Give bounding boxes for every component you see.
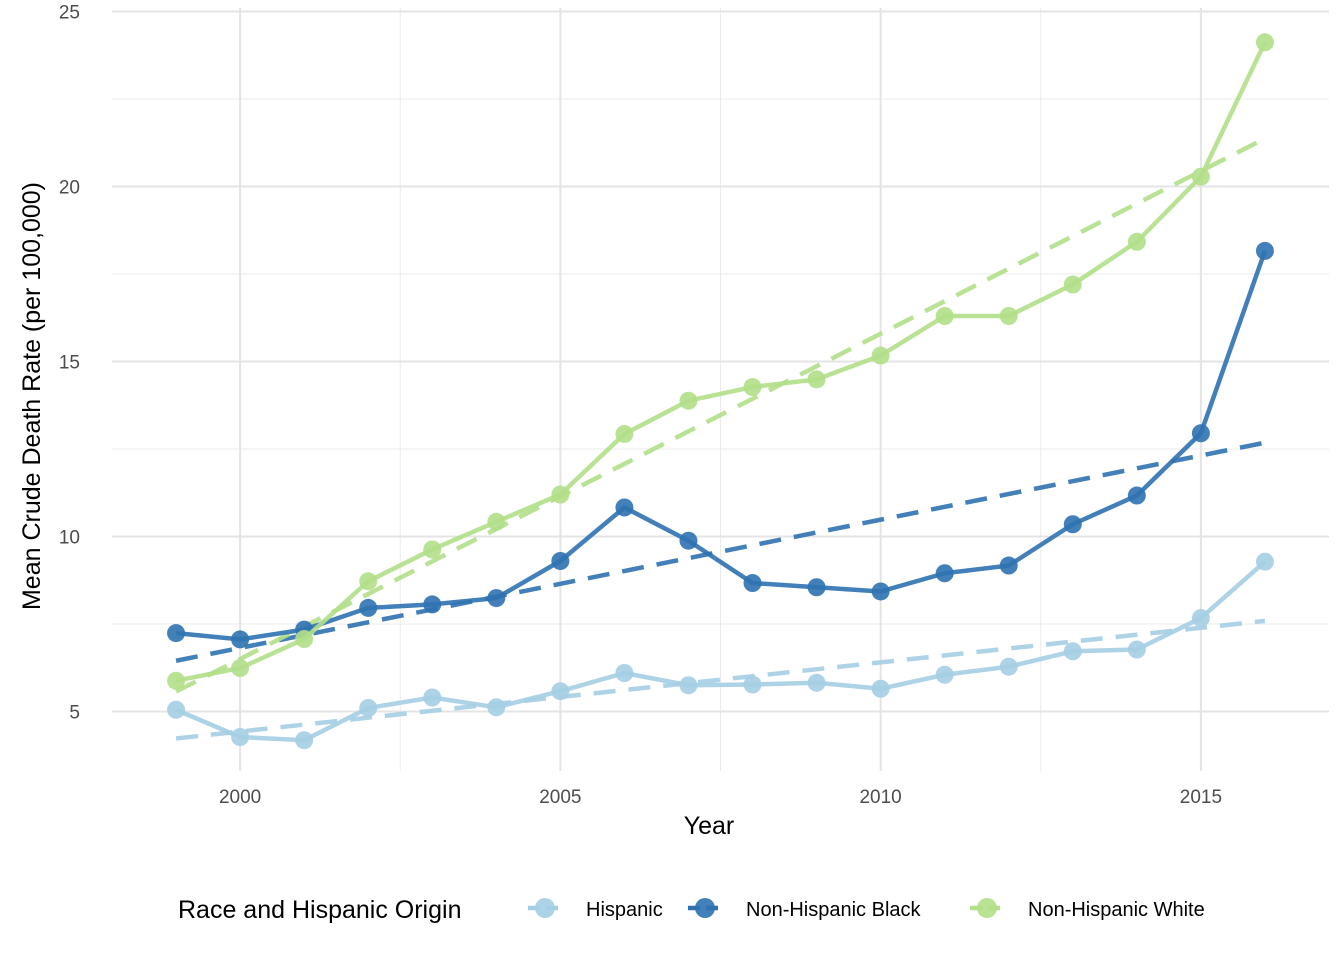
data-point	[743, 378, 762, 397]
data-point	[231, 728, 250, 747]
data-point	[1191, 424, 1210, 443]
data-point	[487, 589, 506, 608]
trend-line	[175, 440, 1266, 663]
data-point	[487, 512, 506, 531]
x-tick-label: 2015	[1180, 787, 1222, 808]
data-point	[807, 673, 826, 692]
data-point	[423, 688, 442, 707]
data-point	[1063, 642, 1082, 661]
data-point	[295, 731, 314, 750]
x-axis-title: Year	[684, 812, 735, 840]
y-axis-ticks: 5 10 15 20 25	[59, 3, 80, 724]
legend-label: Non-Hispanic Black	[746, 899, 922, 921]
data-point	[679, 676, 698, 695]
legend-items: Hispanic Non-Hispanic Black Non-Hispanic W…	[528, 898, 1205, 921]
x-tick-label: 2010	[859, 787, 901, 808]
data-point	[295, 630, 314, 649]
data-point	[679, 531, 698, 550]
data-point	[231, 659, 250, 678]
data-point	[615, 664, 634, 682]
data-point	[743, 574, 762, 593]
data-point	[871, 679, 890, 698]
data-point	[999, 307, 1018, 325]
y-tick-label: 20	[59, 178, 80, 199]
y-tick-label: 10	[59, 528, 80, 549]
data-point	[487, 698, 506, 717]
series-line	[175, 250, 1268, 642]
data-point	[807, 370, 826, 389]
data-point	[935, 564, 954, 583]
data-point	[551, 552, 570, 570]
data-point	[359, 598, 378, 617]
data-point	[999, 657, 1018, 676]
gridlines	[112, 8, 1329, 771]
y-tick-label: 5	[69, 703, 80, 724]
data-point	[1191, 167, 1210, 186]
y-tick-label: 25	[59, 3, 80, 24]
legend-key-point	[695, 898, 715, 918]
data-point	[1191, 609, 1210, 628]
data-series	[167, 33, 1274, 750]
x-tick-label: 2000	[219, 787, 261, 808]
data-point	[551, 682, 570, 701]
legend-key-point	[535, 898, 555, 918]
data-point	[743, 675, 762, 694]
x-axis-ticks: 2000 2005 2010 2015	[219, 787, 1222, 808]
legend-label: Hispanic	[586, 899, 663, 921]
y-tick-label: 15	[59, 353, 80, 374]
series-line	[175, 41, 1267, 683]
data-point	[935, 307, 954, 325]
data-point	[615, 498, 634, 517]
data-point	[1063, 275, 1082, 294]
data-point	[1255, 241, 1274, 260]
trend-line	[175, 618, 1266, 741]
data-point	[551, 485, 570, 504]
y-axis-title: Mean Crude Death Rate (per 100,000)	[18, 182, 46, 610]
data-point	[1127, 640, 1146, 659]
data-point	[871, 582, 890, 601]
trend-lines	[175, 136, 1266, 741]
data-point	[167, 671, 186, 690]
data-point	[1127, 232, 1146, 251]
data-point	[807, 578, 826, 597]
data-point	[423, 595, 442, 614]
data-point	[231, 630, 250, 649]
data-point	[1255, 33, 1274, 52]
legend: Race and Hispanic Origin Hispanic Non-His…	[178, 896, 1205, 924]
series-line	[175, 560, 1267, 743]
data-point	[999, 556, 1018, 575]
data-point	[167, 700, 186, 719]
data-point	[679, 391, 698, 410]
data-point	[359, 699, 378, 717]
data-point	[423, 540, 442, 559]
legend-title: Race and Hispanic Origin	[178, 896, 461, 924]
data-point	[1127, 486, 1146, 505]
data-point	[1255, 552, 1274, 571]
legend-key-point	[977, 898, 997, 918]
legend-label: Non-Hispanic White	[1028, 899, 1205, 921]
data-point	[1063, 515, 1082, 534]
data-point	[615, 424, 634, 443]
data-point	[167, 624, 186, 643]
data-point	[935, 665, 954, 684]
trend-line	[175, 136, 1266, 694]
data-point	[871, 346, 890, 365]
data-point	[359, 572, 378, 591]
x-tick-label: 2005	[539, 787, 581, 808]
